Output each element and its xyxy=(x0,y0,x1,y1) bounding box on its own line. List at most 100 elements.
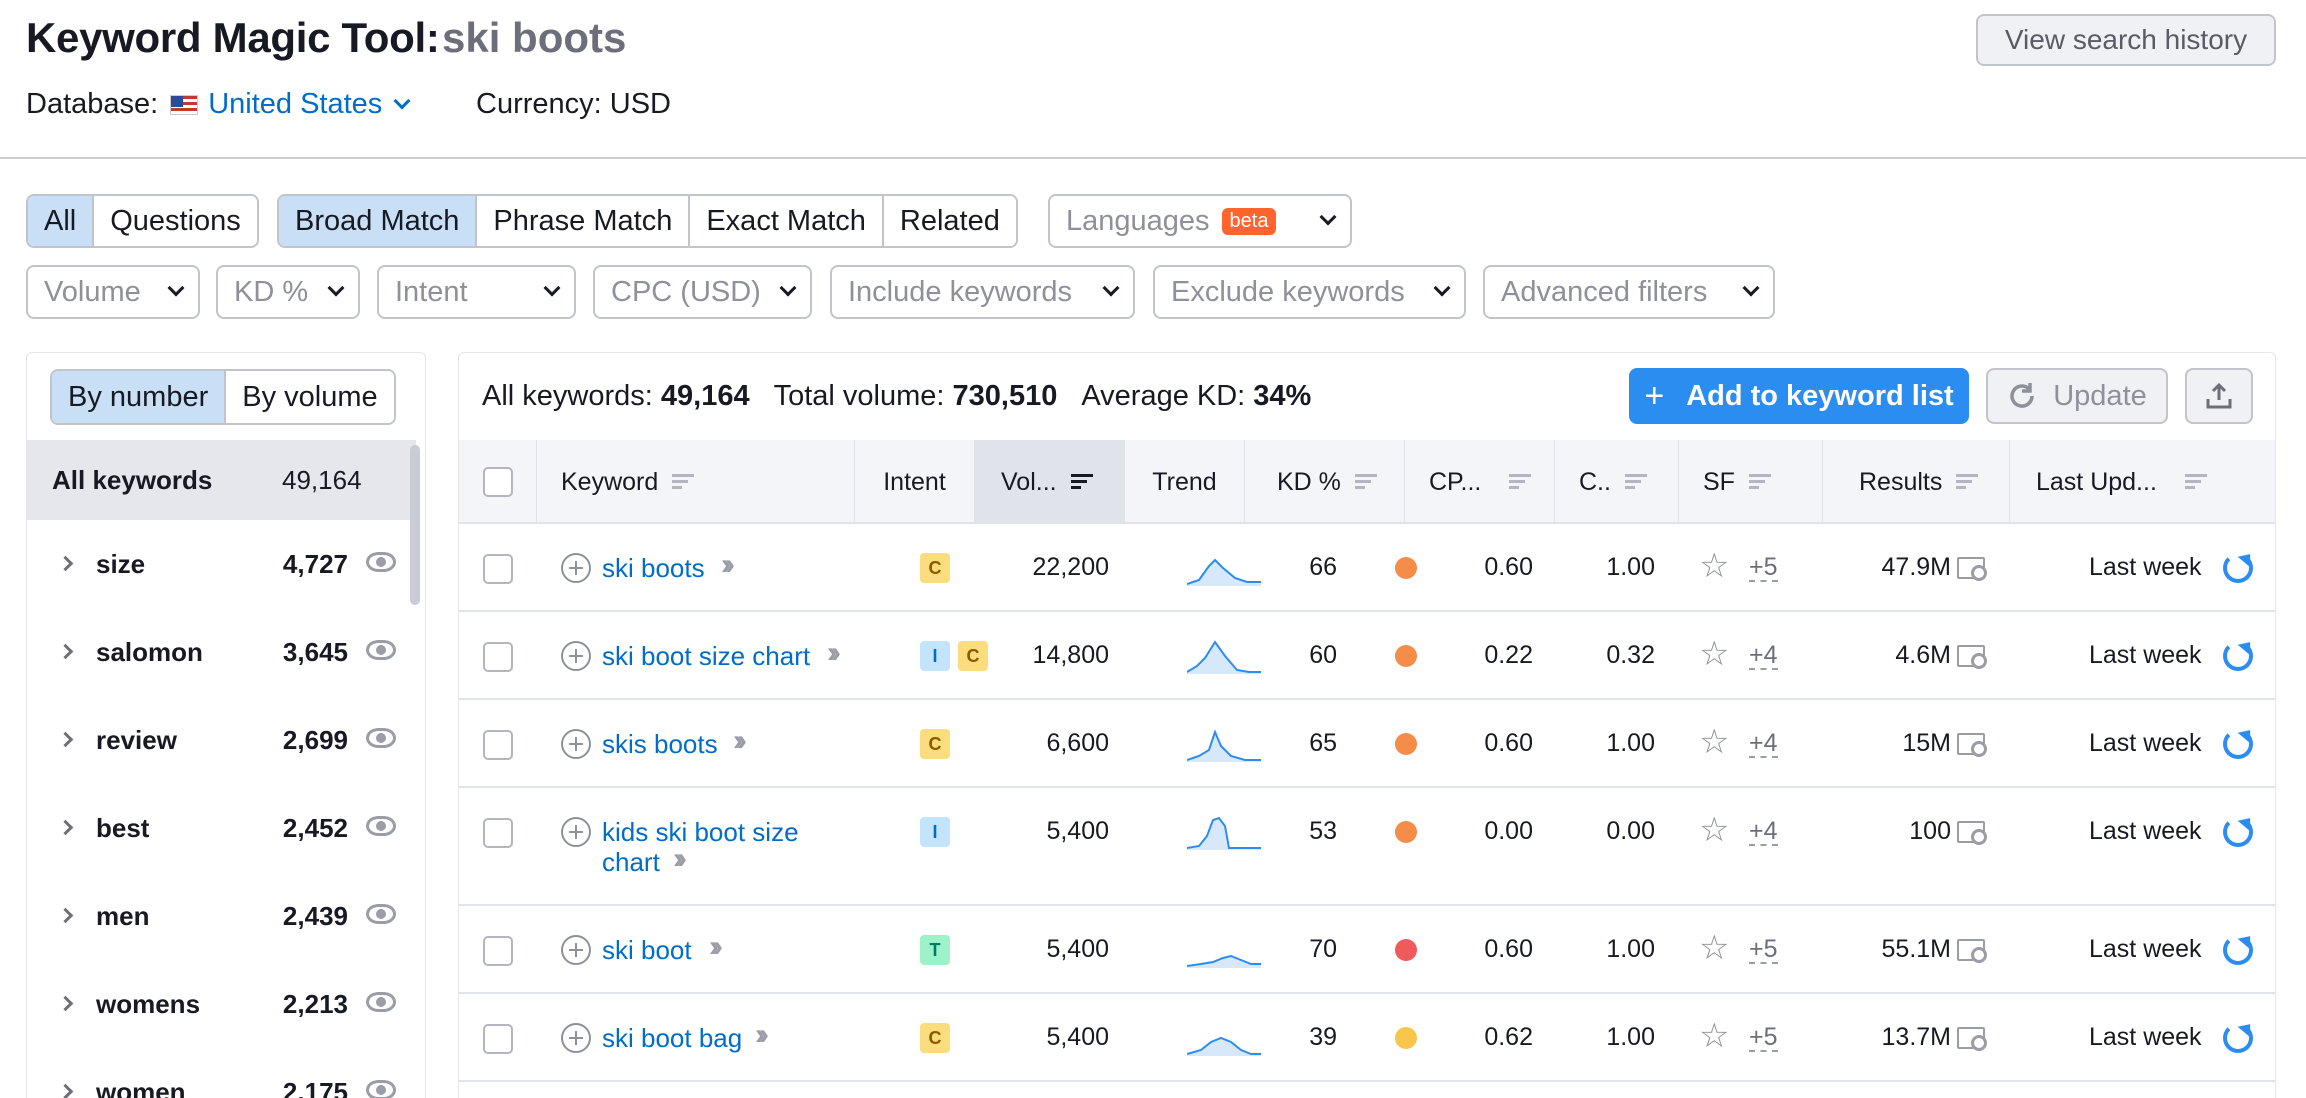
table-row[interactable]: ski boot bag ›› C 5,400 39 0.62 1.00 ☆ +… xyxy=(459,994,2275,1082)
serp-features-more[interactable]: +4 xyxy=(1749,729,1778,758)
eye-icon[interactable] xyxy=(366,904,396,924)
column-sf[interactable]: SF xyxy=(1679,440,1823,524)
export-button[interactable] xyxy=(2185,368,2253,424)
sort-icon[interactable] xyxy=(1956,474,1979,490)
serp-features-more[interactable]: +5 xyxy=(1749,553,1778,582)
serp-features-more[interactable]: +5 xyxy=(1749,935,1778,964)
table-row[interactable]: kids ski boot size chart ›› I 5,400 53 0… xyxy=(459,788,2275,906)
tab-broad-match[interactable]: Broad Match xyxy=(279,196,478,246)
row-checkbox[interactable] xyxy=(483,642,513,672)
sort-by-number-button[interactable]: By number xyxy=(52,371,227,423)
double-chevron-icon[interactable]: ›› xyxy=(709,930,723,963)
column-results[interactable]: Results xyxy=(1823,440,2010,524)
keyword-link[interactable]: skis boots xyxy=(602,729,718,759)
refresh-icon[interactable] xyxy=(2223,935,2253,965)
add-keyword-icon[interactable] xyxy=(561,1023,591,1053)
tab-phrase-match[interactable]: Phrase Match xyxy=(477,196,691,246)
serp-preview-icon[interactable] xyxy=(1957,939,1987,963)
eye-icon[interactable] xyxy=(366,552,396,572)
sort-icon[interactable] xyxy=(672,474,695,490)
double-chevron-icon[interactable]: ›› xyxy=(733,724,747,757)
cpc-filter[interactable]: CPC (USD) xyxy=(593,265,812,319)
chevron-right-icon[interactable] xyxy=(57,907,74,924)
volume-filter[interactable]: Volume xyxy=(26,265,200,319)
double-chevron-icon[interactable]: ›› xyxy=(673,842,687,875)
refresh-icon[interactable] xyxy=(2223,553,2253,583)
table-row[interactable]: skis boots ›› C 6,600 65 0.60 1.00 ☆ +4 … xyxy=(459,700,2275,788)
serp-preview-icon[interactable] xyxy=(1957,1027,1987,1051)
advanced-filters[interactable]: Advanced filters xyxy=(1483,265,1775,319)
chevron-right-icon[interactable] xyxy=(57,995,74,1012)
column-last-update[interactable]: Last Upd... xyxy=(2010,440,2275,524)
sort-icon[interactable] xyxy=(1748,474,1771,490)
refresh-icon[interactable] xyxy=(2223,729,2253,759)
view-search-history-button[interactable]: View search history xyxy=(1976,14,2276,66)
column-kd[interactable]: KD % xyxy=(1245,440,1405,524)
add-keyword-icon[interactable] xyxy=(561,935,591,965)
double-chevron-icon[interactable]: ›› xyxy=(721,548,735,581)
exclude-keywords-filter[interactable]: Exclude keywords xyxy=(1153,265,1466,319)
column-competition[interactable]: C.. xyxy=(1555,440,1679,524)
serp-features-more[interactable]: +5 xyxy=(1749,1023,1778,1052)
table-row[interactable]: ski boots ›› C 22,200 66 0.60 1.00 ☆ +5 … xyxy=(459,524,2275,612)
refresh-icon[interactable] xyxy=(2223,1023,2253,1053)
sidebar-item-review[interactable]: review 2,699 xyxy=(26,696,416,784)
sort-icon[interactable] xyxy=(1624,474,1647,490)
row-checkbox[interactable] xyxy=(483,1024,513,1054)
row-checkbox[interactable] xyxy=(483,818,513,848)
column-volume[interactable]: Vol... xyxy=(975,440,1125,524)
sidebar-item-salomon[interactable]: salomon 3,645 xyxy=(26,608,416,696)
sidebar-item-men[interactable]: men 2,439 xyxy=(26,872,416,960)
kd-filter[interactable]: KD % xyxy=(216,265,360,319)
add-to-keyword-list-button[interactable]: + Add to keyword list xyxy=(1629,368,1969,424)
sort-icon[interactable] xyxy=(1509,474,1532,490)
add-keyword-icon[interactable] xyxy=(561,553,591,583)
chevron-right-icon[interactable] xyxy=(57,731,74,748)
sidebar-item-size[interactable]: size 4,727 xyxy=(26,520,416,608)
serp-preview-icon[interactable] xyxy=(1957,733,1987,757)
chevron-right-icon[interactable] xyxy=(57,643,74,660)
sidebar-item-womens[interactable]: womens 2,213 xyxy=(26,960,416,1048)
languages-dropdown[interactable]: Languages beta xyxy=(1048,194,1352,248)
double-chevron-icon[interactable]: ›› xyxy=(755,1018,769,1051)
column-keyword[interactable]: Keyword xyxy=(537,440,855,524)
serp-features-more[interactable]: +4 xyxy=(1749,641,1778,670)
column-cpc[interactable]: CP... xyxy=(1405,440,1555,524)
eye-icon[interactable] xyxy=(366,640,396,660)
sidebar-scrollbar[interactable] xyxy=(410,445,420,605)
keyword-link[interactable]: ski boot size chart xyxy=(602,641,811,671)
eye-icon[interactable] xyxy=(366,992,396,1012)
tab-questions[interactable]: Questions xyxy=(94,196,257,246)
double-chevron-icon[interactable]: ›› xyxy=(827,636,841,669)
refresh-icon[interactable] xyxy=(2223,817,2253,847)
row-checkbox[interactable] xyxy=(483,554,513,584)
table-row[interactable]: ski boot size chart ›› I C 14,800 60 0.2… xyxy=(459,612,2275,700)
sidebar-item-all-keywords[interactable]: All keywords 49,164 xyxy=(26,440,416,520)
row-checkbox[interactable] xyxy=(483,936,513,966)
sidebar-item-women[interactable]: women 2,175 xyxy=(26,1048,416,1098)
tab-all[interactable]: All xyxy=(28,196,95,246)
chevron-right-icon[interactable] xyxy=(57,819,74,836)
database-selector[interactable]: Database: United States xyxy=(26,88,411,121)
serp-features-more[interactable]: +4 xyxy=(1749,817,1778,846)
sort-icon[interactable] xyxy=(1070,474,1093,490)
keyword-link[interactable]: kids ski boot size xyxy=(602,817,799,847)
tab-related[interactable]: Related xyxy=(883,196,1016,246)
star-icon[interactable]: ☆ xyxy=(1699,929,1730,967)
keyword-link[interactable]: ski boots xyxy=(602,553,705,583)
chevron-right-icon[interactable] xyxy=(57,555,74,572)
eye-icon[interactable] xyxy=(366,728,396,748)
keyword-link[interactable]: ski boot xyxy=(602,935,692,965)
table-row[interactable]: ski boot ›› T 5,400 70 0.60 1.00 ☆ +5 55… xyxy=(459,906,2275,994)
keyword-link[interactable]: ski boot bag xyxy=(602,1023,743,1053)
sort-icon[interactable] xyxy=(2184,474,2207,490)
sidebar-item-best[interactable]: best 2,452 xyxy=(26,784,416,872)
star-icon[interactable]: ☆ xyxy=(1699,635,1730,673)
chevron-right-icon[interactable] xyxy=(57,1083,74,1098)
star-icon[interactable]: ☆ xyxy=(1699,547,1730,585)
select-all-checkbox[interactable] xyxy=(482,467,513,497)
add-keyword-icon[interactable] xyxy=(561,817,591,847)
serp-preview-icon[interactable] xyxy=(1957,645,1987,669)
star-icon[interactable]: ☆ xyxy=(1699,811,1730,849)
star-icon[interactable]: ☆ xyxy=(1699,723,1730,761)
